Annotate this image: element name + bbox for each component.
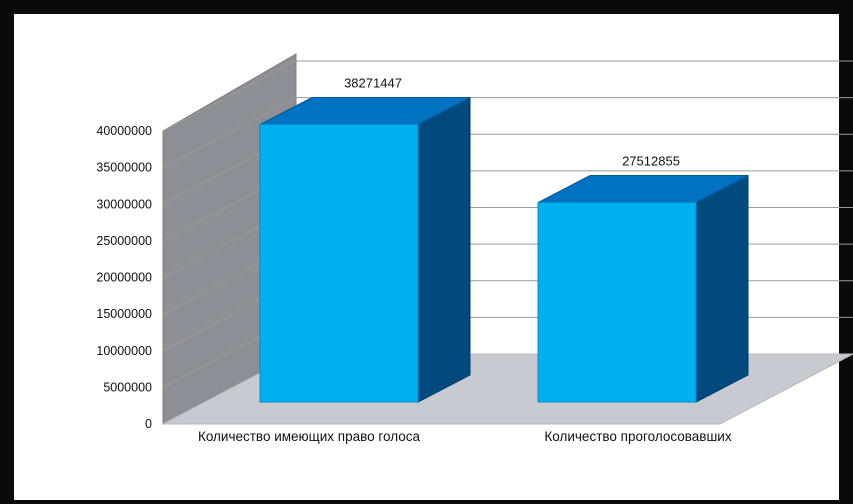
- y-tick-label: 20000000: [96, 271, 152, 285]
- y-tick-label: 0: [145, 417, 152, 431]
- x-category-label: Количество проголосовавших: [544, 429, 731, 444]
- y-tick-label: 40000000: [96, 124, 152, 138]
- bar-1: [259, 96, 471, 403]
- y-tick-label: 10000000: [96, 344, 152, 358]
- data-label: 27512855: [622, 154, 680, 169]
- data-label: 38271447: [344, 76, 402, 91]
- gridline-side: [162, 60, 297, 132]
- bar-front-face: [537, 202, 697, 403]
- gridline-side: [162, 97, 297, 169]
- y-tick-label: 5000000: [103, 380, 152, 394]
- y-tick-label: 25000000: [96, 234, 152, 248]
- y-tick-label: 30000000: [96, 197, 152, 211]
- bar-side-face: [695, 174, 749, 403]
- bar-2: [537, 174, 749, 403]
- bar-side-face: [417, 96, 471, 403]
- bar-front-face: [259, 124, 419, 403]
- x-category-label: Количество имеющих право голоса: [198, 429, 421, 444]
- y-tick-label: 15000000: [96, 307, 152, 321]
- y-tick-label: 35000000: [96, 161, 152, 175]
